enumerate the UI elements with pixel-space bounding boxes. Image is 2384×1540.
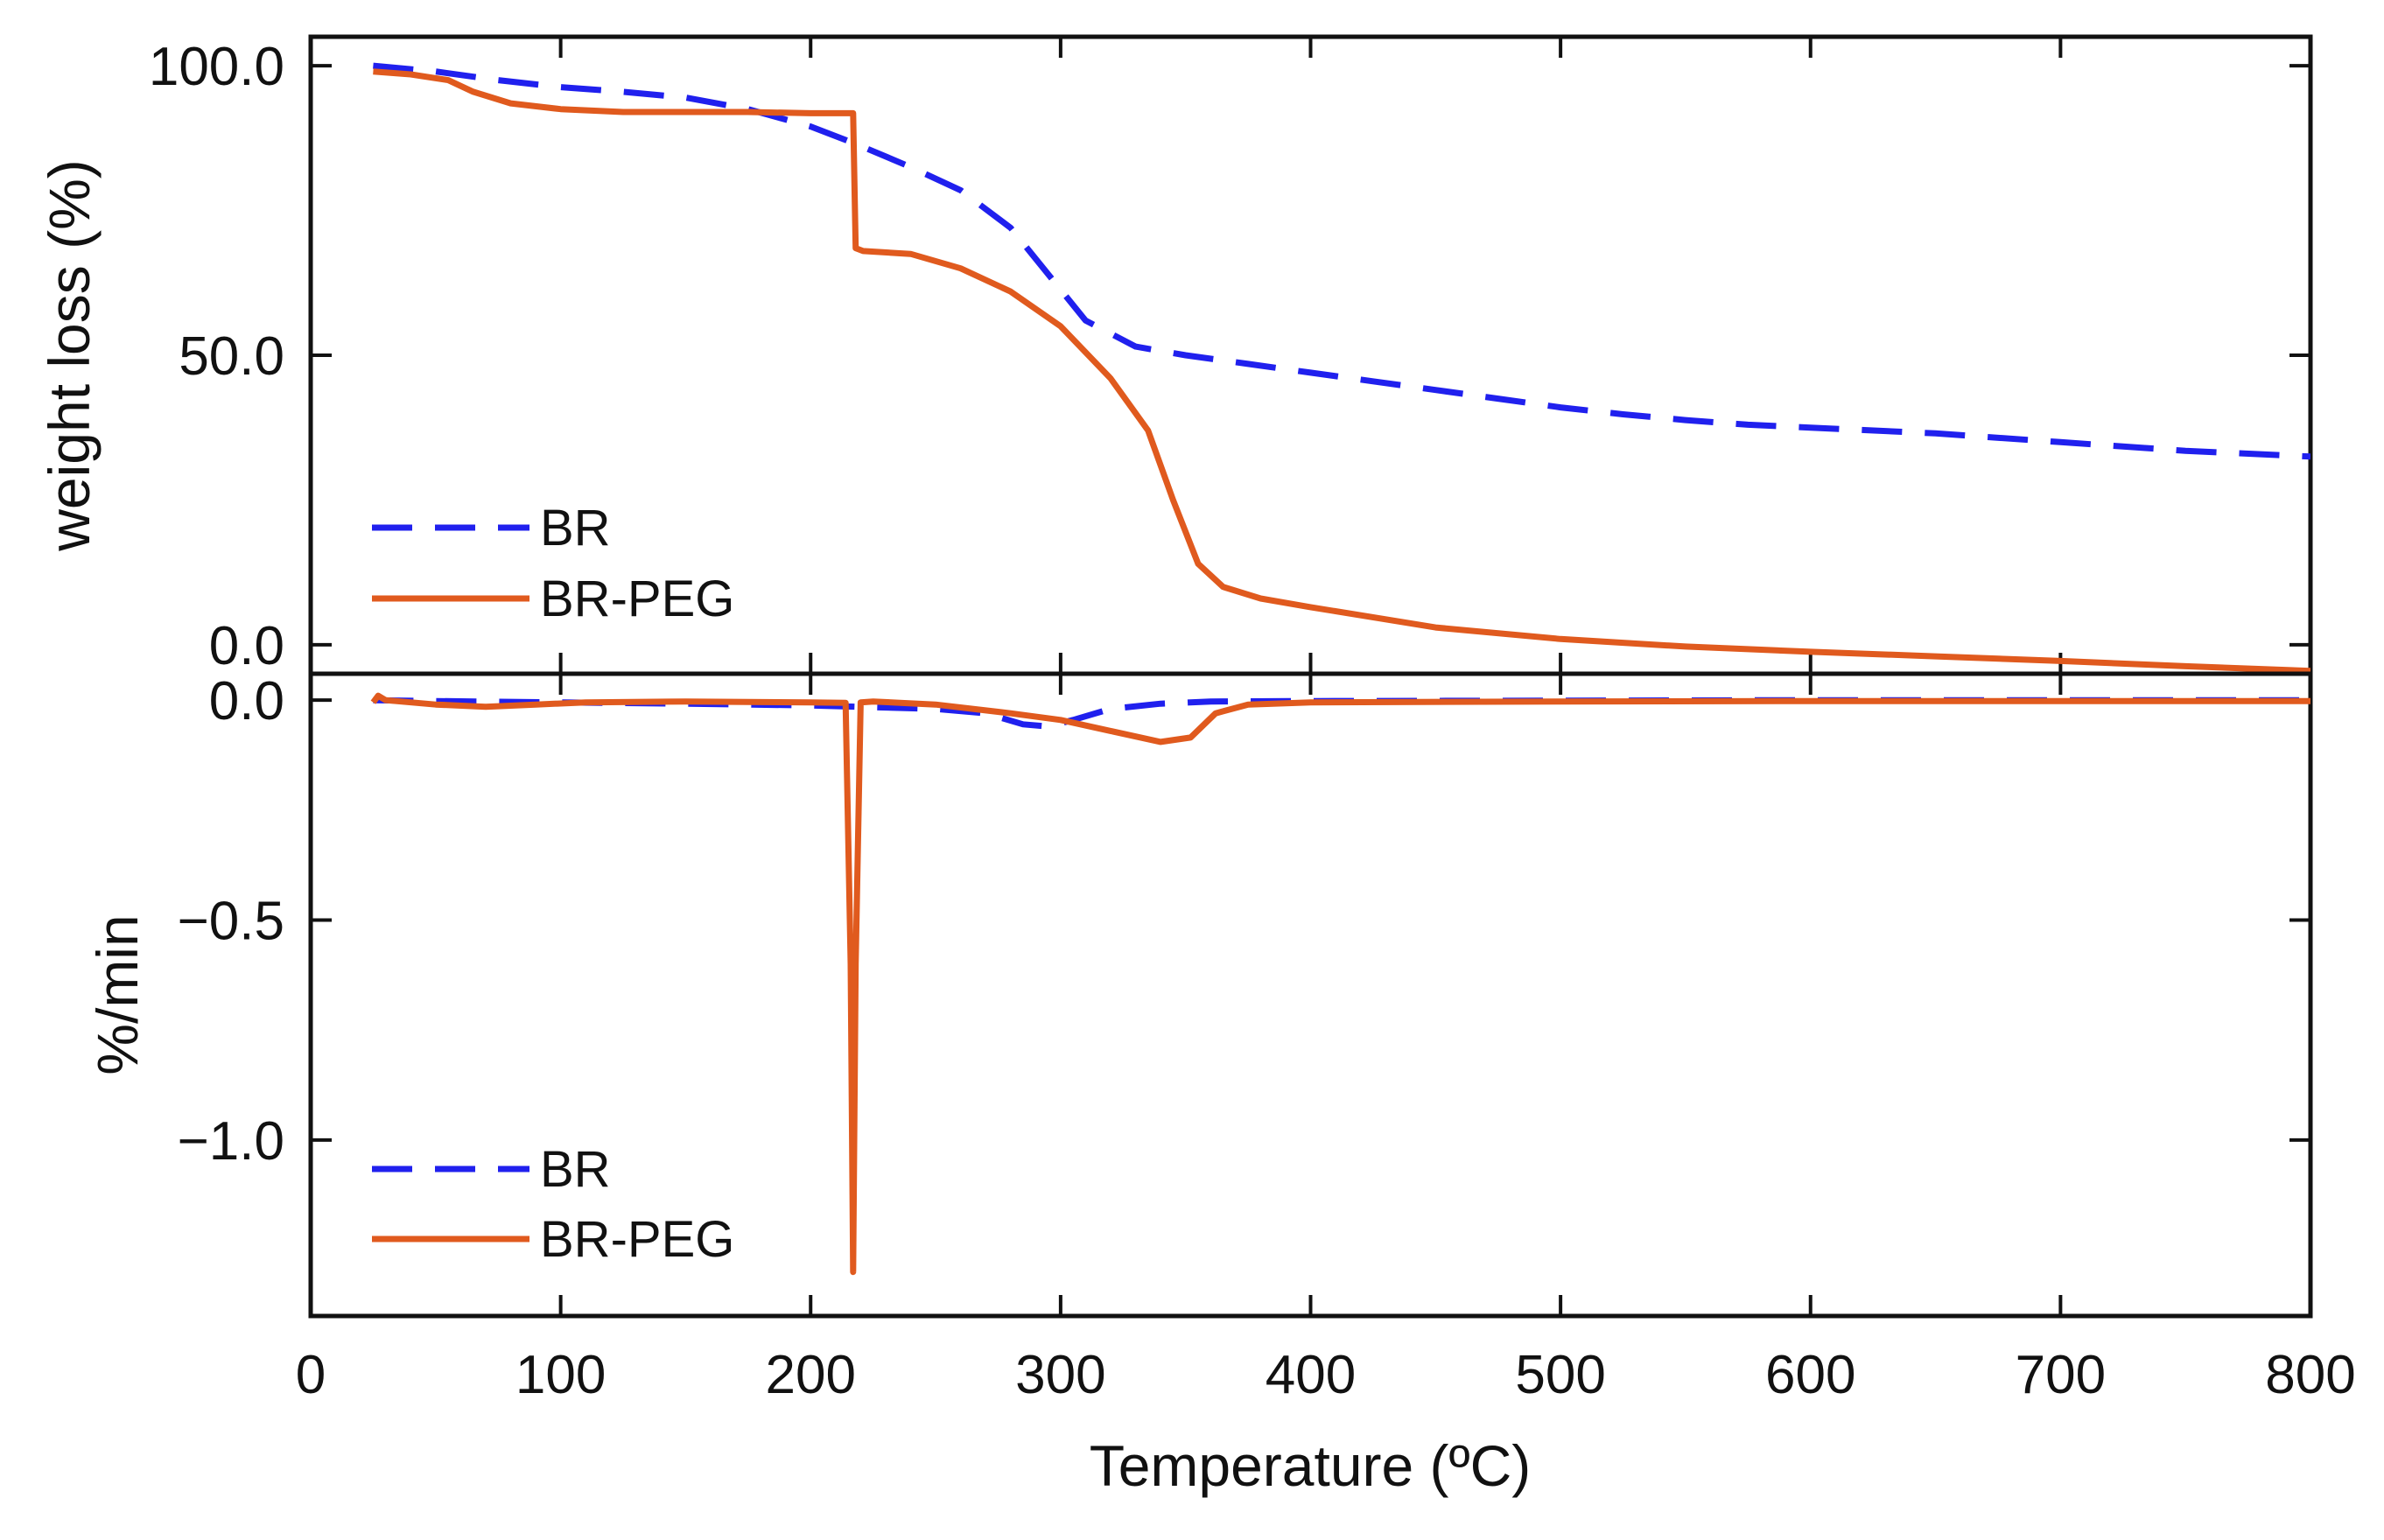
bottom-y-ticks: 0.0 −0.5 −1.0 — [178, 671, 2310, 1316]
x-tick-label: 300 — [1015, 1345, 1105, 1405]
top-legend-label-br-peg: BR-PEG — [540, 570, 734, 627]
top-legend-label-br: BR — [540, 500, 611, 556]
x-axis-title: Temperature (ºC) — [1090, 1433, 1532, 1498]
x-tick-label: 400 — [1266, 1345, 1356, 1405]
bottom-legend-label-br: BR — [540, 1141, 611, 1198]
top-legend: BR BR-PEG — [372, 500, 734, 627]
top-panel: 0.0 50.0 100.0 weight loss (%) BR BR-PEG — [37, 34, 2313, 676]
y-tick-label: −1.0 — [178, 1111, 284, 1172]
top-series-group — [373, 62, 2310, 674]
bottom-series-group — [370, 692, 2310, 1276]
series-line-br — [373, 62, 2310, 460]
x-tick-label: 800 — [2265, 1345, 2355, 1405]
y-tick-label: 100.0 — [149, 37, 284, 97]
x-axis-ticks: 0 100 200 300 400 500 600 700 800 — [296, 1345, 2356, 1405]
series-line-br-peg — [373, 68, 2310, 674]
y-tick-label: 50.0 — [179, 326, 284, 387]
bottom-legend: BR BR-PEG — [372, 1141, 734, 1268]
y-tick-label: 0.0 — [209, 616, 284, 676]
x-tick-label: 0 — [296, 1345, 326, 1405]
x-tick-label: 700 — [2016, 1345, 2106, 1405]
y-tick-label: 0.0 — [209, 671, 284, 732]
x-tick-label: 600 — [1765, 1345, 1855, 1405]
x-tick-label: 200 — [766, 1345, 856, 1405]
top-y-ticks: 0.0 50.0 100.0 — [149, 37, 2310, 676]
x-tick-label: 100 — [515, 1345, 606, 1405]
bottom-y-axis-title: %/min — [85, 914, 150, 1074]
bottom-panel: 0.0 −0.5 −1.0 0 100 200 300 400 500 600 700 800 %/… — [85, 671, 2356, 1498]
x-tick-label: 500 — [1515, 1345, 1605, 1405]
bottom-legend-label-br-peg: BR-PEG — [540, 1211, 734, 1268]
y-tick-label: −0.5 — [178, 892, 284, 952]
top-y-axis-title: weight loss (%) — [37, 159, 102, 551]
series-line-br-peg — [370, 692, 2310, 1276]
